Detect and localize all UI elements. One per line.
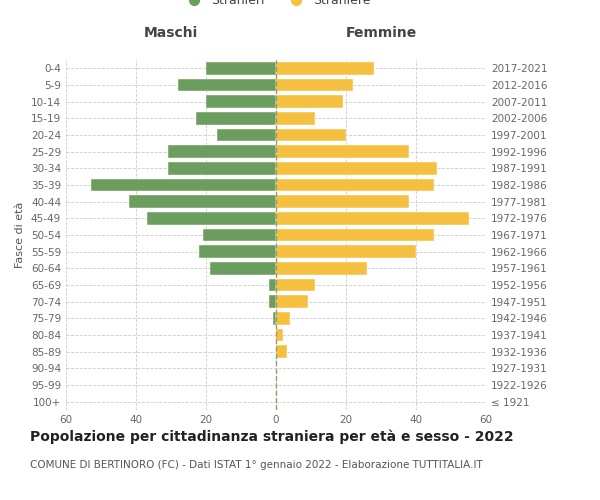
Bar: [206, 62, 276, 74]
Bar: [276, 346, 287, 358]
Bar: [206, 96, 276, 108]
Bar: [276, 312, 290, 324]
Bar: [196, 112, 276, 124]
Text: COMUNE DI BERTINORO (FC) - Dati ISTAT 1° gennaio 2022 - Elaborazione TUTTITALIA.: COMUNE DI BERTINORO (FC) - Dati ISTAT 1°…: [30, 460, 483, 470]
Bar: [217, 129, 276, 141]
Bar: [272, 312, 276, 324]
Bar: [146, 212, 276, 224]
Bar: [276, 129, 346, 141]
Bar: [209, 262, 276, 274]
Bar: [91, 179, 276, 192]
Text: Maschi: Maschi: [144, 26, 198, 40]
Bar: [276, 146, 409, 158]
Bar: [276, 196, 409, 208]
Bar: [167, 146, 276, 158]
Bar: [129, 196, 276, 208]
Bar: [276, 296, 308, 308]
Legend: Stranieri, Straniere: Stranieri, Straniere: [176, 0, 376, 12]
Bar: [276, 112, 314, 124]
Bar: [276, 279, 314, 291]
Bar: [203, 229, 276, 241]
Bar: [276, 162, 437, 174]
Bar: [178, 79, 276, 92]
Text: Popolazione per cittadinanza straniera per età e sesso - 2022: Popolazione per cittadinanza straniera p…: [30, 430, 514, 444]
Bar: [199, 246, 276, 258]
Bar: [276, 329, 283, 341]
Y-axis label: Fasce di età: Fasce di età: [16, 202, 25, 268]
Text: Femmine: Femmine: [346, 26, 416, 40]
Bar: [276, 96, 343, 108]
Bar: [276, 79, 353, 92]
Bar: [276, 62, 374, 74]
Bar: [167, 162, 276, 174]
Bar: [269, 279, 276, 291]
Bar: [276, 246, 416, 258]
Bar: [276, 229, 433, 241]
Bar: [276, 179, 433, 192]
Bar: [269, 296, 276, 308]
Bar: [276, 212, 469, 224]
Bar: [276, 262, 367, 274]
